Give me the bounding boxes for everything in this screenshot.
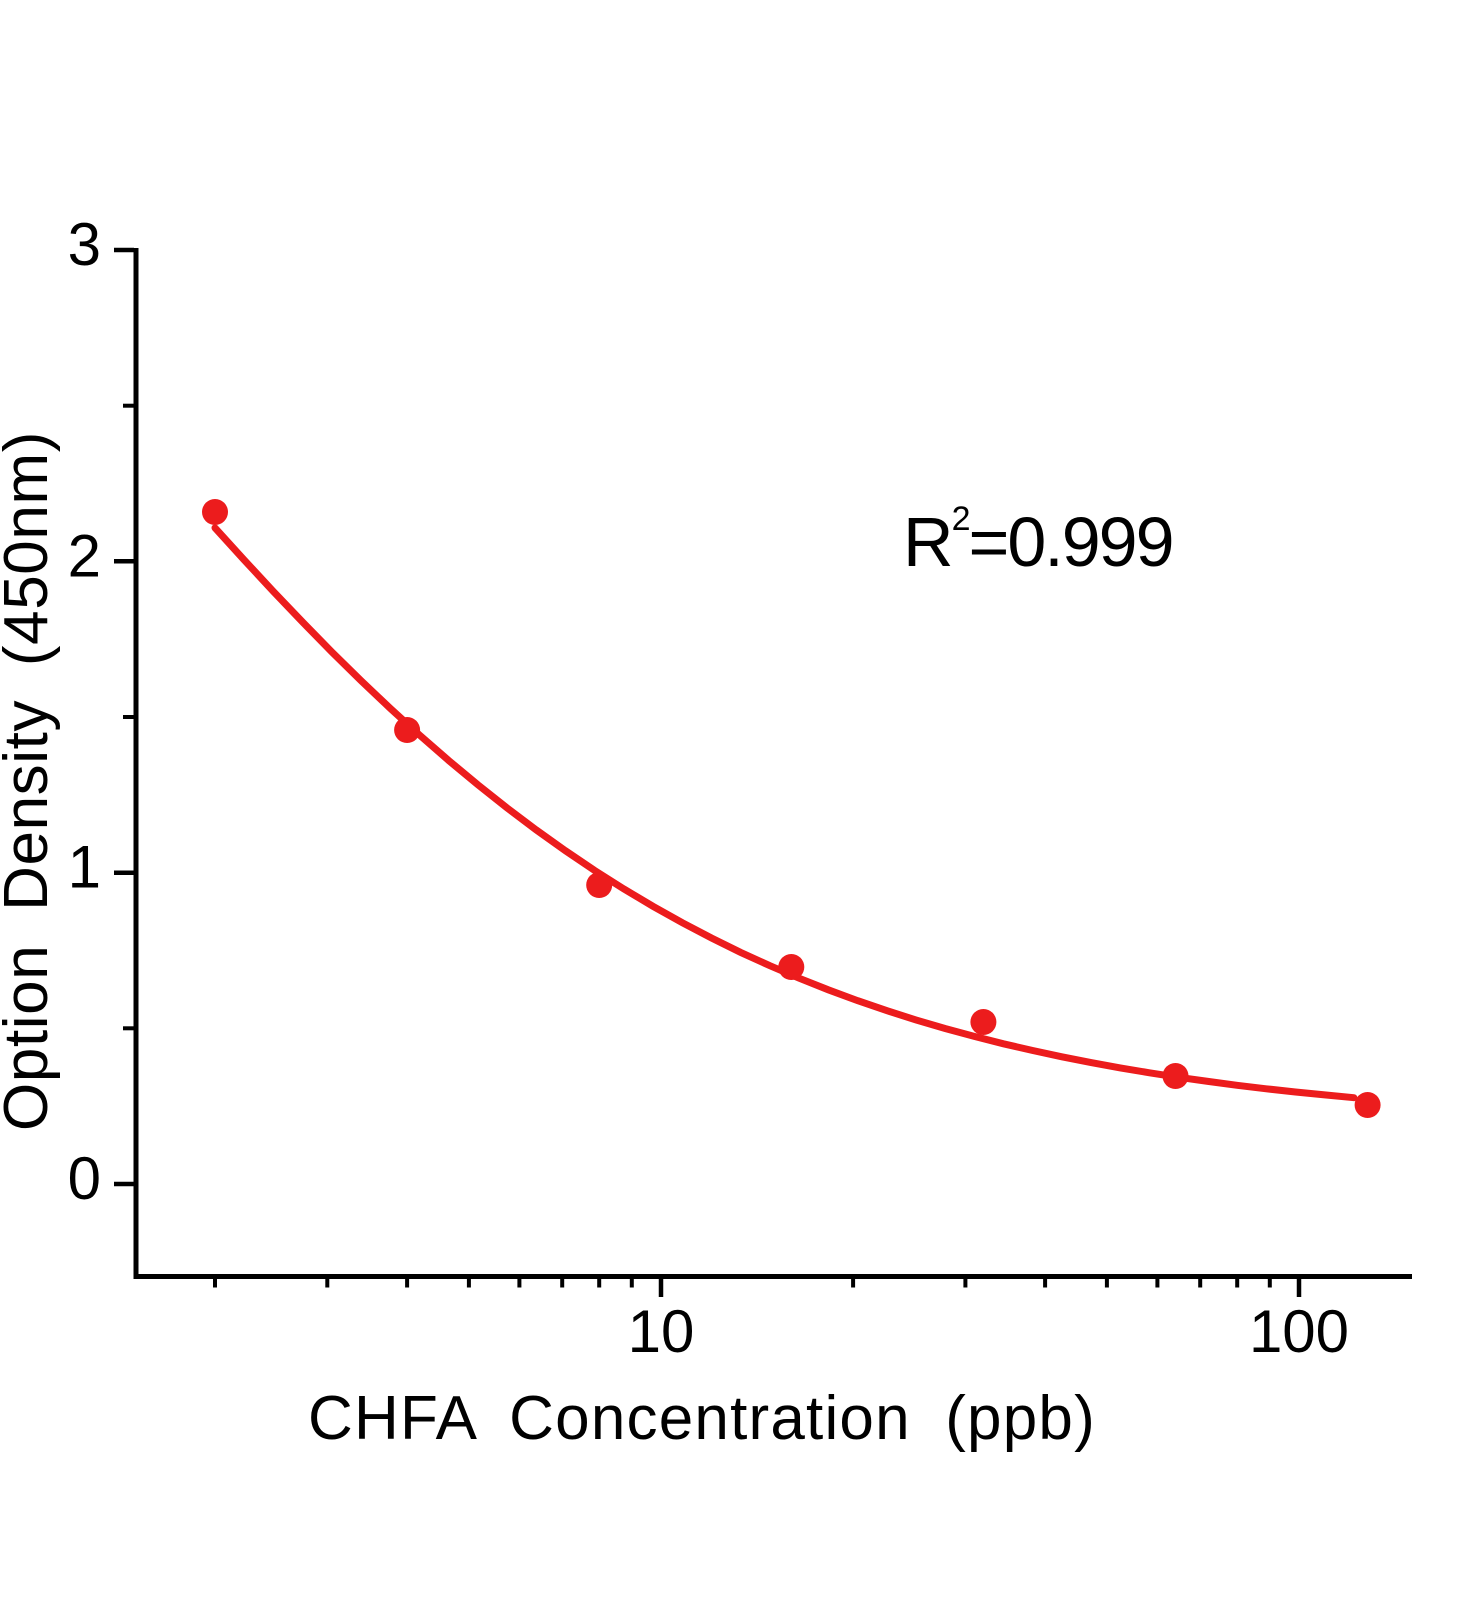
svg-text:R2=0.999: R2=0.999 <box>903 500 1173 581</box>
svg-text:2: 2 <box>68 522 101 589</box>
svg-text:10: 10 <box>628 1298 695 1365</box>
svg-text:1: 1 <box>68 834 101 901</box>
svg-text:0: 0 <box>68 1145 101 1212</box>
svg-text:3: 3 <box>68 211 101 278</box>
svg-text:CHFA Concentration (ppb): CHFA Concentration (ppb) <box>308 1384 1096 1453</box>
svg-text:Option Density (450nm): Option Density (450nm) <box>0 431 61 1131</box>
svg-text:100: 100 <box>1249 1298 1349 1365</box>
